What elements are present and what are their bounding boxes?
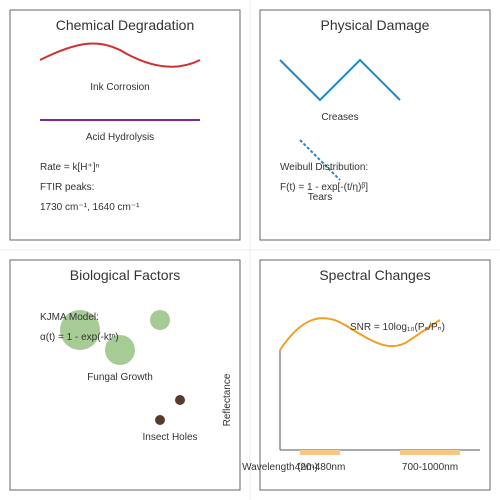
label: Insect Holes	[142, 432, 197, 443]
panel-title: Chemical Degradation	[56, 17, 195, 33]
crease-zigzag	[279, 58, 401, 102]
spectrum-curve	[279, 317, 441, 351]
axis-label: Wavelength (nm)	[242, 462, 318, 473]
panel-title: Physical Damage	[321, 17, 430, 33]
band-label: 420-480nm	[295, 462, 346, 473]
formula: Rate = k[H⁺]ⁿ	[40, 162, 100, 173]
label: KJMA Model:	[40, 312, 99, 323]
panel	[9, 9, 241, 241]
panel-title: Biological Factors	[70, 267, 181, 283]
ink-corrosion-wave	[39, 42, 201, 68]
band-label: 700-1000nm	[402, 462, 458, 473]
panel-title: Spectral Changes	[319, 267, 430, 283]
label: 1730 cm⁻¹, 1640 cm⁻¹	[40, 202, 140, 213]
insect-hole	[155, 415, 165, 425]
formula: F(t) = 1 - exp[-(t/η)ᵝ]	[280, 182, 368, 193]
panel	[259, 259, 491, 491]
label: Creases	[321, 112, 358, 123]
band	[400, 450, 460, 455]
tear-line	[299, 139, 341, 181]
label: Fungal Growth	[87, 372, 153, 383]
fungal-spot	[105, 335, 135, 365]
label: Tears	[308, 192, 332, 203]
band	[300, 450, 340, 455]
formula: SNR = 10log₁₀(Pₛ/Pₙ)	[350, 322, 445, 333]
panel	[9, 259, 241, 491]
axis-label: Reflectance	[222, 373, 233, 426]
label: Ink Corrosion	[90, 82, 149, 93]
fungal-spot	[60, 310, 100, 350]
fungal-spot	[150, 310, 170, 330]
label: Acid Hydrolysis	[86, 132, 154, 143]
label: Weibull Distribution:	[280, 162, 368, 173]
insect-hole	[175, 395, 185, 405]
label: FTIR peaks:	[40, 182, 94, 193]
formula: α(t) = 1 - exp(-ktⁿ)	[40, 332, 119, 343]
panel	[259, 9, 491, 241]
